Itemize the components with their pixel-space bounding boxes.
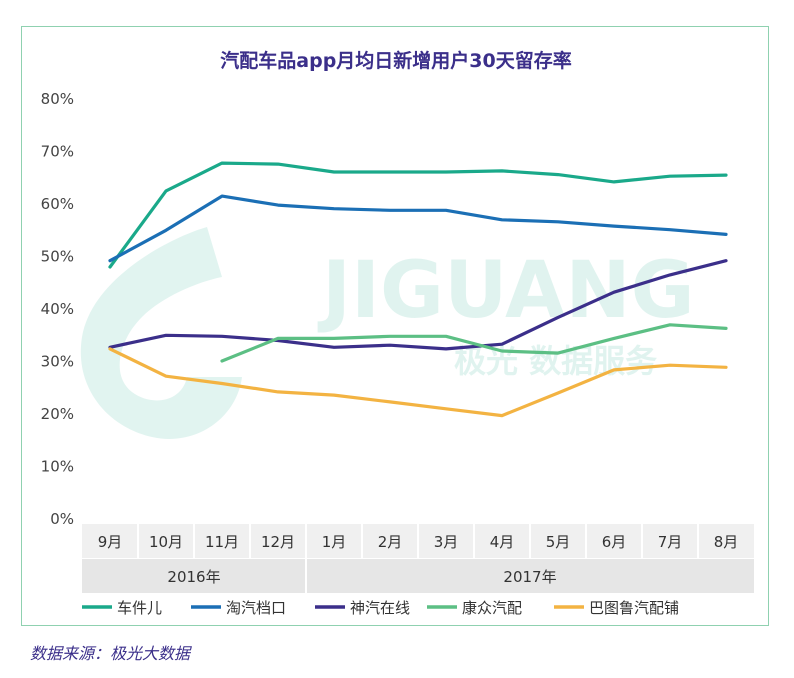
x-tick-label: 10月 [149, 533, 183, 551]
series-line [108, 347, 728, 418]
legend-label: 巴图鲁汽配铺 [589, 599, 679, 617]
x-tick-label: 3月 [434, 533, 459, 551]
x-tick-label: 9月 [98, 533, 123, 551]
y-tick-label: 70% [41, 143, 74, 161]
y-tick-label: 10% [41, 458, 74, 476]
series-line [108, 259, 728, 351]
x-tick-label: 2月 [378, 533, 403, 551]
data-source-note: 数据来源：极光大数据 [30, 644, 191, 663]
year-label: 2017年 [503, 568, 556, 586]
series-layer [108, 161, 728, 418]
x-tick-label: 6月 [602, 533, 627, 551]
watermark-brand: JIGUANG [317, 246, 695, 336]
y-tick-label: 80% [41, 90, 74, 108]
chart-frame: JIGUANG 极光 数据服务 汽配车品app月均日新增用户30天留存率 0% 1… [21, 26, 769, 626]
legend-label: 神汽在线 [350, 599, 410, 617]
y-tick-label: 20% [41, 405, 74, 423]
legend: 车件儿 淘汽档口 神汽在线 康众汽配 巴图鲁汽配铺 [82, 599, 679, 617]
y-tick-label: 30% [41, 353, 74, 371]
jiguang-watermark: JIGUANG 极光 数据服务 [80, 227, 695, 439]
series-line [220, 323, 728, 363]
y-tick-label: 60% [41, 195, 74, 213]
x-axis-table: 9月 10月 11月 12月 1月 2月 3月 4月 5月 6月 7月 8月 2016年 2017年 [82, 524, 754, 593]
year-row-bg [82, 559, 754, 593]
series-line [108, 194, 728, 263]
x-tick-label: 1月 [322, 533, 347, 551]
legend-label: 车件儿 [117, 599, 162, 617]
y-tick-label: 50% [41, 248, 74, 266]
line-chart: JIGUANG 极光 数据服务 汽配车品app月均日新增用户30天留存率 0% 1… [41, 49, 754, 617]
legend-label: 康众汽配 [462, 599, 522, 617]
x-tick-label: 7月 [658, 533, 683, 551]
legend-label: 淘汽档口 [226, 599, 286, 617]
year-label: 2016年 [167, 568, 220, 586]
y-axis: 0% 10% 20% 30% 40% 50% 60% 70% 80% [41, 90, 74, 528]
x-tick-label: 11月 [205, 533, 239, 551]
x-tick-label: 4月 [490, 533, 515, 551]
chart-title: 汽配车品app月均日新增用户30天留存率 [220, 49, 571, 72]
watermark-logo-icon [80, 227, 242, 439]
y-tick-label: 0% [50, 510, 74, 528]
y-tick-label: 40% [41, 300, 74, 318]
series-line [108, 161, 728, 269]
x-tick-label: 8月 [714, 533, 739, 551]
x-tick-label: 5月 [546, 533, 571, 551]
x-tick-label: 12月 [261, 533, 295, 551]
